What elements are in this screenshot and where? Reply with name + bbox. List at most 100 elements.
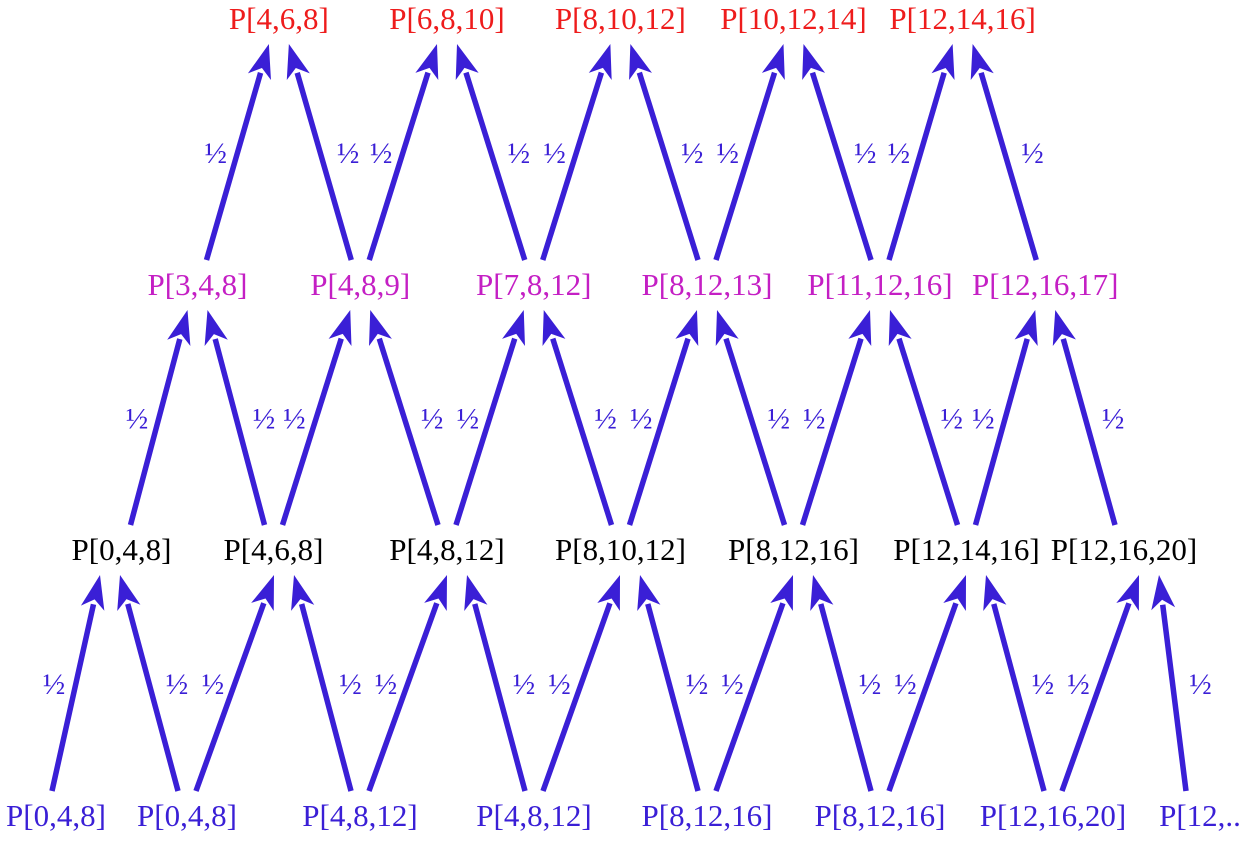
arrow-left-1-0 xyxy=(49,575,105,792)
arrow-head xyxy=(715,310,739,347)
arrow-head xyxy=(204,310,228,346)
arrow-left-2-3 xyxy=(626,310,699,526)
edge-weight-label: ½ xyxy=(43,668,66,701)
node-level_2-1: P[4,8,9] xyxy=(310,267,410,302)
arrow-shaft xyxy=(125,603,181,792)
arrow-left-2-4 xyxy=(799,310,872,526)
arrow-head xyxy=(328,310,352,347)
arrow-head xyxy=(415,44,439,81)
edge-weight-label: ½ xyxy=(894,668,917,701)
edge-weight-label: ½ xyxy=(370,137,393,170)
edge-weight-label: ½ xyxy=(1189,668,1212,701)
edge-weight-label: ½ xyxy=(681,137,704,170)
arrow-shaft xyxy=(212,338,268,526)
arrow-left-2-2 xyxy=(453,310,525,526)
arrow-shaft xyxy=(472,603,528,792)
edge-weight-label: ½ xyxy=(543,137,566,170)
arrow-shaft xyxy=(713,71,778,261)
arrow-right-1-2 xyxy=(464,575,528,792)
edge-weight-label: ½ xyxy=(717,137,740,170)
arrow-shaft xyxy=(49,603,97,792)
arrow-shaft xyxy=(886,72,947,261)
edge-weight-label: ½ xyxy=(421,402,444,435)
arrow-shaft xyxy=(366,71,431,261)
arrow-head xyxy=(80,575,105,611)
arrow-shaft xyxy=(1059,602,1132,792)
arrow-left-1-5 xyxy=(886,575,966,792)
node-level_1-4: P[8,12,16] xyxy=(728,532,859,567)
node-level_2-4: P[11,12,16] xyxy=(807,267,952,302)
arrow-left-3-0 xyxy=(203,44,271,261)
arrow-shaft xyxy=(991,603,1047,792)
arrow-head xyxy=(970,44,994,81)
arrow-right-1-4 xyxy=(810,575,874,792)
arrow-head xyxy=(1014,310,1038,346)
arrow-right-3-0 xyxy=(286,44,354,261)
edge-weight-label: ½ xyxy=(337,137,360,170)
arrow-head xyxy=(1151,575,1176,611)
arrow-head xyxy=(502,310,525,347)
edge-weight-label: ½ xyxy=(594,402,617,435)
arrow-head xyxy=(770,575,793,612)
arrow-head xyxy=(424,575,447,612)
arrow-left-3-1 xyxy=(366,44,439,261)
arrow-shaft xyxy=(896,337,961,526)
arrow-right-2-5 xyxy=(1052,310,1118,526)
arrow-shaft xyxy=(886,602,959,792)
arrow-shaft xyxy=(1159,604,1189,792)
node-level_3-2: P[8,10,12] xyxy=(555,1,686,36)
arrow-head xyxy=(597,575,620,612)
arrow-shaft xyxy=(193,602,267,792)
edge-weight-label: ½ xyxy=(375,668,398,701)
edge-weight-label: ½ xyxy=(283,402,306,435)
node-level_3-0: P[4,6,8] xyxy=(229,1,329,36)
arrow-head xyxy=(464,575,488,611)
edge-weight-label: ½ xyxy=(548,668,571,701)
node-level_1-1: P[4,6,8] xyxy=(224,532,324,567)
arrow-left-3-2 xyxy=(540,44,612,261)
arrow-head xyxy=(1116,575,1139,612)
arrow-left-3-4 xyxy=(886,44,955,261)
edge-weight-label: ½ xyxy=(1102,402,1125,435)
arrow-shaft xyxy=(713,602,786,792)
node-level_0-3: P[4,8,12] xyxy=(476,798,591,833)
edge-weight-label: ½ xyxy=(253,402,276,435)
arrow-head xyxy=(888,310,912,347)
node-level_0-2: P[4,8,12] xyxy=(302,798,417,833)
node-level_3-4: P[12,14,16] xyxy=(889,1,1035,36)
arrow-shaft xyxy=(626,337,691,526)
arrow-right-2-0 xyxy=(204,310,268,526)
arrow-shaft xyxy=(366,602,440,792)
arrow-shaft xyxy=(376,337,441,526)
arrows-layer xyxy=(49,44,1189,792)
edge-weight-label: ½ xyxy=(204,137,227,170)
node-level_0-7: P[12,.. xyxy=(1159,798,1241,833)
edge-weight-label: ½ xyxy=(202,668,225,701)
arrow-right-2-3 xyxy=(715,310,788,526)
arrow-left-1-3 xyxy=(540,575,620,792)
arrow-left-1-6 xyxy=(1059,575,1139,792)
edge-weight-label: ½ xyxy=(1021,137,1044,170)
arrow-shaft xyxy=(799,337,864,526)
arrow-shaft xyxy=(645,603,701,792)
arrow-head xyxy=(983,575,1007,611)
arrow-right-1-5 xyxy=(983,575,1047,792)
arrow-head xyxy=(943,575,966,612)
arrow-head xyxy=(251,575,274,612)
arrow-shaft xyxy=(818,603,874,792)
arrow-head xyxy=(761,44,785,81)
arrow-left-3-3 xyxy=(713,44,785,261)
arrow-right-1-0 xyxy=(117,575,181,792)
arrow-shaft xyxy=(1060,338,1118,526)
arrow-shaft xyxy=(453,337,518,526)
arrow-right-3-1 xyxy=(455,44,528,261)
arrow-shaft xyxy=(550,337,615,526)
edge-weight-label: ½ xyxy=(941,402,964,435)
node-level_0-5: P[8,12,16] xyxy=(815,798,946,833)
edge-weight-label: ½ xyxy=(126,402,149,435)
arrow-head xyxy=(542,310,566,347)
arrow-shaft xyxy=(463,71,528,261)
arrow-head xyxy=(637,575,661,611)
arrow-head xyxy=(291,575,315,611)
